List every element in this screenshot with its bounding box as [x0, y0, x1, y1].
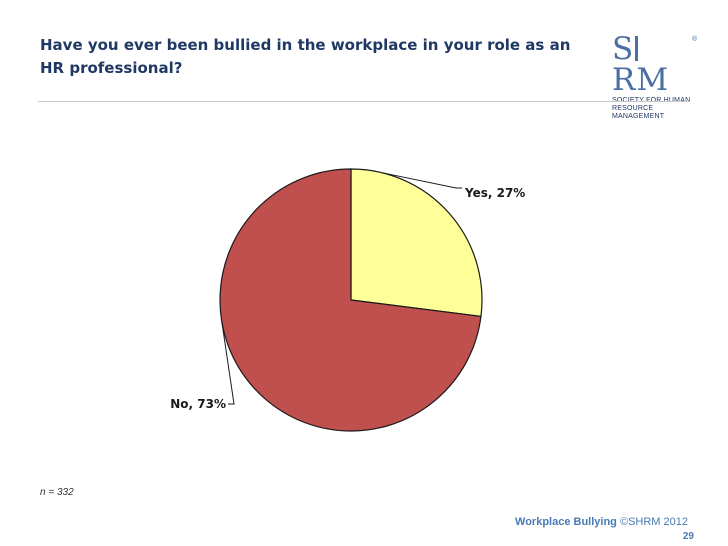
logo-registered-mark: ®: [692, 36, 698, 43]
footer-credit: Workplace Bullying ©SHRM 2012: [515, 516, 688, 528]
logo-mark: SRM: [612, 34, 696, 96]
page-number: 29: [682, 531, 694, 542]
leader-line-yes: [381, 172, 462, 189]
sample-size-note: n = 332: [40, 487, 74, 498]
footer-title: Workplace Bullying: [515, 516, 617, 528]
pie-slice-yes: [350, 168, 483, 318]
data-label-yes: Yes, 27%: [464, 186, 525, 200]
slide-title: Have you ever been bullied in the workpl…: [40, 36, 571, 77]
pie-labels: Yes, 27% No, 73%: [170, 172, 525, 411]
logo-mark-left: S: [612, 31, 635, 67]
logo-tagline-2: RESOURCE MANAGEMENT: [612, 105, 665, 120]
data-label-no: No, 73%: [170, 397, 226, 411]
pie-slices: [219, 168, 483, 432]
leader-line-no: [221, 322, 235, 405]
shrm-logo: SRM ® SOCIETY FOR HUMAN RESOURCE MANAGEM…: [612, 34, 698, 121]
logo-tagline-1: SOCIETY FOR HUMAN: [612, 97, 696, 105]
logo-bar: [635, 36, 639, 61]
title-divider: [38, 101, 690, 102]
pie-slice-no: [219, 168, 482, 432]
footer-copyright: ©SHRM 2012: [619, 516, 688, 528]
logo-mark-right: RM: [612, 62, 670, 98]
